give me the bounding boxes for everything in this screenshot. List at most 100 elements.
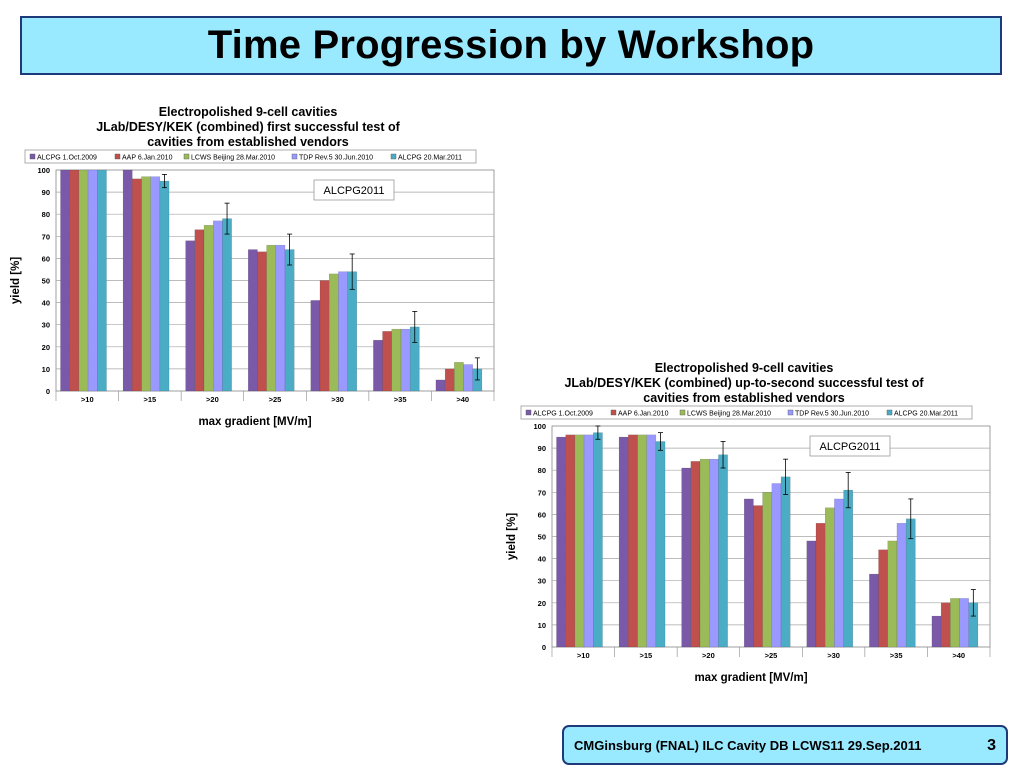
bar — [78, 169, 89, 392]
legend-label: AAP 6.Jan.2010 — [122, 155, 173, 162]
y-tick-label: 10 — [42, 365, 50, 374]
bar — [150, 176, 161, 392]
bar — [824, 507, 835, 648]
bar — [338, 271, 348, 392]
legend-label: AAP 6.Jan.2010 — [618, 411, 669, 418]
bar — [435, 379, 446, 392]
annotation-box — [809, 435, 891, 457]
bar — [940, 602, 951, 648]
bar — [771, 483, 782, 648]
bar — [878, 549, 888, 648]
bar — [213, 220, 223, 392]
bar — [744, 498, 754, 648]
y-tick-label: 60 — [42, 254, 50, 263]
bar — [681, 467, 692, 648]
bar — [646, 434, 657, 648]
bar — [709, 458, 719, 648]
slide-title-box: Time Progression by Workshop — [20, 16, 1002, 75]
chart-first-test: Electropolished 9-cell cavitiesJLab/DESY… — [0, 96, 505, 441]
chart-title-line: Electropolished 9-cell cavities — [655, 361, 834, 375]
x-tick-label: >20 — [702, 651, 715, 660]
legend-label: TDP Rev.5 30.Jun.2010 — [795, 411, 869, 418]
x-tick-label: >30 — [331, 395, 344, 404]
legend-swatch — [610, 409, 617, 416]
bar — [194, 229, 205, 392]
legend-label: ALCPG 20.Mar.2011 — [894, 411, 958, 418]
legend-swatch — [787, 409, 794, 416]
footer-text: CMGinsburg (FNAL) ILC Cavity DB LCWS11 2… — [574, 738, 922, 753]
y-tick-label: 70 — [42, 232, 50, 241]
bar — [122, 169, 133, 392]
y-tick-label: 60 — [538, 510, 546, 519]
plot-area — [55, 169, 495, 392]
bar — [382, 331, 392, 392]
legend-label: TDP Rev.5 30.Jun.2010 — [299, 155, 373, 162]
legend-label: ALCPG 1.Oct.2009 — [37, 155, 97, 162]
footer-box: CMGinsburg (FNAL) ILC Cavity DB LCWS11 2… — [562, 725, 1008, 765]
x-tick-label: >25 — [269, 395, 282, 404]
legend-swatch — [291, 153, 298, 160]
bar — [834, 498, 844, 648]
bar — [931, 615, 942, 648]
bar — [60, 169, 70, 392]
legend-swatch — [886, 409, 893, 416]
bar — [753, 505, 763, 648]
legend-label: ALCPG 1.Oct.2009 — [533, 411, 593, 418]
annotation-label: ALCPG2011 — [324, 185, 385, 197]
y-tick-label: 90 — [42, 188, 50, 197]
y-tick-label: 30 — [538, 577, 546, 586]
chart-title-line: JLab/DESY/KEK (combined) up-to-second su… — [564, 376, 924, 390]
chart-title-line: JLab/DESY/KEK (combined) first successfu… — [96, 120, 400, 134]
legend-label: ALCPG 20.Mar.2011 — [398, 155, 462, 162]
bar — [185, 240, 196, 392]
y-tick-label: 40 — [538, 555, 546, 564]
bar — [618, 436, 629, 648]
bar — [556, 436, 566, 648]
chart-title-line: cavities from established vendors — [643, 391, 845, 405]
x-tick-label: >30 — [827, 651, 840, 660]
bar — [843, 489, 853, 648]
x-tick-label: >25 — [765, 651, 778, 660]
bar — [328, 273, 339, 392]
chart-second-test: Electropolished 9-cell cavitiesJLab/DESY… — [496, 352, 1001, 697]
legend-swatch — [525, 409, 532, 416]
legend-swatch — [390, 153, 397, 160]
bar — [628, 434, 638, 648]
bar — [266, 244, 277, 392]
bar — [869, 573, 879, 648]
bar — [97, 169, 107, 392]
legend-swatch — [679, 409, 686, 416]
legend: ALCPG 1.Oct.2009 AAP 6.Jan.2010 LCWS Beiji… — [24, 149, 477, 164]
y-tick-label: 40 — [42, 299, 50, 308]
bar — [257, 251, 267, 392]
bar — [141, 176, 151, 392]
chart-title-line: Electropolished 9-cell cavities — [159, 105, 338, 119]
bar — [373, 339, 383, 392]
legend-swatch — [29, 153, 36, 160]
bar — [87, 169, 98, 392]
plot-area — [551, 425, 991, 648]
annotation-box — [313, 179, 395, 201]
bar — [275, 244, 286, 392]
legend-frame — [520, 405, 973, 420]
x-tick-label: >35 — [890, 651, 903, 660]
bar — [400, 328, 411, 392]
bar — [444, 368, 455, 392]
legend-frame — [24, 149, 477, 164]
y-tick-label: 80 — [538, 466, 546, 475]
x-tick-label: >15 — [143, 395, 156, 404]
x-tick-label: >10 — [577, 651, 590, 660]
bar — [284, 249, 295, 392]
annotation-label: ALCPG2011 — [820, 441, 881, 453]
y-axis-label: yield [%] — [10, 257, 22, 304]
x-axis-label: max gradient [MV/m] — [694, 672, 807, 684]
legend: ALCPG 1.Oct.2009 AAP 6.Jan.2010 LCWS Beiji… — [520, 405, 973, 420]
chart-title-line: cavities from established vendors — [147, 135, 349, 149]
bar — [248, 249, 258, 392]
bar — [593, 432, 603, 648]
y-tick-label: 10 — [538, 621, 546, 630]
bar — [454, 362, 464, 392]
legend-swatch — [114, 153, 121, 160]
y-tick-label: 100 — [533, 422, 546, 431]
y-tick-label: 0 — [542, 643, 546, 652]
